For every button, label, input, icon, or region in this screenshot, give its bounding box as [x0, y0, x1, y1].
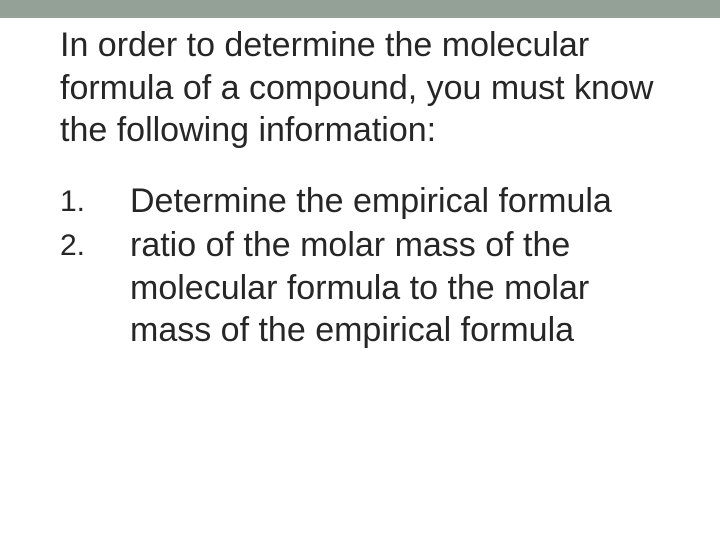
top-accent-bar: [0, 0, 720, 18]
ordered-list: 1. Determine the empirical formula 2. ra…: [60, 180, 660, 352]
slide-body: In order to determine the molecular form…: [0, 24, 720, 352]
list-item-text: Determine the empirical formula: [130, 180, 660, 223]
list-item-number: 1.: [60, 180, 130, 221]
list-item: 1. Determine the empirical formula: [60, 180, 660, 223]
list-item: 2. ratio of the molar mass of the molecu…: [60, 224, 660, 352]
slide-heading: In order to determine the molecular form…: [60, 24, 660, 152]
list-item-text: ratio of the molar mass of the molecular…: [130, 224, 660, 352]
list-item-number: 2.: [60, 224, 130, 265]
